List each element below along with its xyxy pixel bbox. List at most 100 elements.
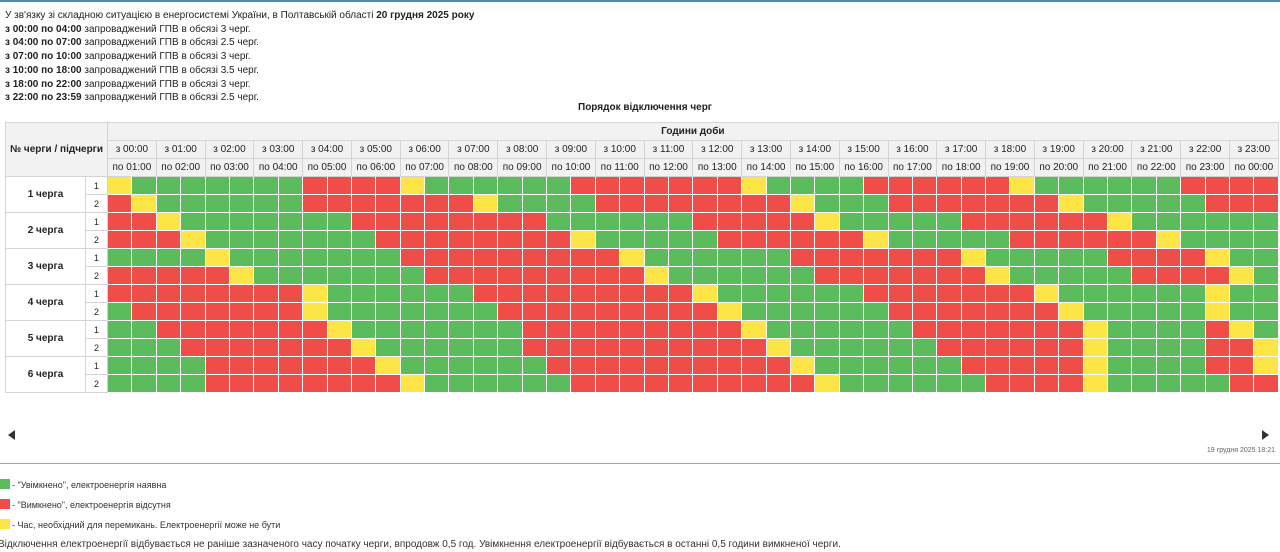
hour-to-label: по 05:00 bbox=[302, 158, 352, 177]
queue-label: 6 черга bbox=[5, 356, 86, 393]
power-on-cell bbox=[204, 194, 230, 213]
schedule-text: запроваджений ГПВ в обсязі 3.5 черг. bbox=[81, 64, 259, 76]
schedule-line: з 07:00 по 10:00 запроваджений ГПВ в обс… bbox=[5, 50, 474, 64]
switching-cell bbox=[1082, 320, 1109, 339]
power-on-cell bbox=[838, 374, 865, 393]
hour-to-label: по 14:00 bbox=[741, 158, 791, 177]
hour-to-label: по 21:00 bbox=[1082, 158, 1133, 177]
power-off-cell bbox=[228, 374, 255, 393]
power-off-cell bbox=[546, 284, 572, 303]
queue-label: 4 черга bbox=[5, 284, 86, 321]
power-on-cell bbox=[1253, 302, 1279, 321]
power-off-cell bbox=[448, 212, 474, 231]
power-off-cell bbox=[887, 284, 913, 303]
power-on-cell bbox=[936, 212, 962, 231]
power-off-cell bbox=[1033, 320, 1060, 339]
power-on-cell bbox=[789, 266, 816, 285]
power-on-cell bbox=[448, 176, 474, 195]
subqueue-row: 4 черга 1 bbox=[5, 284, 1279, 321]
power-on-cell bbox=[789, 302, 816, 321]
header-row: № черги / підчерги Години доби bbox=[5, 122, 1279, 177]
footnote: Відключення електроенергії відбувається … bbox=[0, 539, 841, 550]
power-on-cell bbox=[375, 248, 401, 267]
power-on-cell bbox=[765, 266, 791, 285]
queue-label: 5 черга bbox=[5, 320, 86, 357]
power-off-cell bbox=[546, 230, 572, 249]
switching-cell bbox=[155, 212, 182, 231]
power-off-cell bbox=[1033, 230, 1060, 249]
power-on-cell bbox=[814, 176, 840, 195]
power-on-cell bbox=[302, 212, 328, 231]
power-off-cell bbox=[277, 374, 304, 393]
subqueue-row: 2 bbox=[6, 266, 1279, 285]
switching-cell bbox=[326, 320, 352, 339]
power-on-cell bbox=[1058, 266, 1084, 285]
power-on-cell bbox=[619, 230, 645, 249]
power-off-cell bbox=[302, 194, 328, 213]
power-on-cell bbox=[106, 374, 133, 393]
power-on-cell bbox=[1107, 338, 1133, 357]
power-off-cell bbox=[570, 374, 596, 393]
power-on-cell bbox=[692, 230, 718, 249]
power-on-cell bbox=[936, 230, 962, 249]
hour-to-label: по 01:00 bbox=[107, 158, 157, 177]
power-off-cell bbox=[814, 230, 840, 249]
power-on-cell bbox=[1228, 248, 1255, 267]
scroll-left-icon[interactable] bbox=[8, 430, 15, 440]
power-off-cell bbox=[594, 248, 621, 267]
power-on-cell bbox=[1107, 194, 1133, 213]
power-on-cell bbox=[1155, 356, 1182, 375]
power-off-cell bbox=[302, 320, 328, 339]
subqueue-row: 3 черга 1 bbox=[5, 248, 1279, 285]
power-on-cell bbox=[1180, 356, 1206, 375]
power-on-cell bbox=[1131, 356, 1157, 375]
power-on-cell bbox=[497, 356, 523, 375]
schedule-line: з 00:00 по 04:00 запроваджений ГПВ в обс… bbox=[5, 23, 474, 37]
subqueue-label: 2 bbox=[85, 374, 108, 393]
power-off-cell bbox=[1009, 356, 1035, 375]
power-off-cell bbox=[1033, 212, 1060, 231]
power-off-cell bbox=[1204, 338, 1230, 357]
power-on-cell bbox=[180, 356, 206, 375]
schedule-time: з 22:00 по 23:59 bbox=[5, 92, 82, 104]
power-on-cell bbox=[131, 374, 157, 393]
power-on-cell bbox=[228, 194, 255, 213]
power-on-cell bbox=[960, 374, 987, 393]
power-off-cell bbox=[814, 248, 840, 267]
hour-to-label: по 09:00 bbox=[497, 158, 548, 177]
power-off-cell bbox=[546, 356, 572, 375]
switching-cell bbox=[1155, 230, 1182, 249]
power-off-cell bbox=[594, 356, 621, 375]
power-off-cell bbox=[546, 338, 572, 357]
hour-from-label: з 03:00 bbox=[253, 140, 304, 159]
power-off-cell bbox=[155, 230, 182, 249]
switching-cell bbox=[789, 194, 816, 213]
power-on-cell bbox=[448, 356, 474, 375]
power-on-cell bbox=[1107, 320, 1133, 339]
power-off-cell bbox=[643, 338, 669, 357]
power-on-cell bbox=[1131, 176, 1157, 195]
power-off-cell bbox=[228, 320, 255, 339]
power-on-cell bbox=[350, 284, 377, 303]
power-off-cell bbox=[741, 338, 767, 357]
power-off-cell bbox=[302, 356, 328, 375]
power-off-cell bbox=[277, 320, 304, 339]
power-on-cell bbox=[863, 212, 889, 231]
subqueue-row: 2 bbox=[6, 194, 1279, 213]
power-off-cell bbox=[619, 374, 645, 393]
scroll-right-icon[interactable] bbox=[1262, 430, 1269, 440]
power-on-cell bbox=[667, 212, 694, 231]
power-off-cell bbox=[643, 374, 669, 393]
power-off-cell bbox=[643, 302, 669, 321]
power-on-cell bbox=[155, 194, 182, 213]
switching-cell bbox=[814, 212, 840, 231]
subqueue-row: 6 черга 1 bbox=[5, 356, 1279, 393]
power-off-cell bbox=[594, 176, 621, 195]
power-on-cell bbox=[106, 338, 133, 357]
power-off-cell bbox=[887, 302, 913, 321]
power-on-cell bbox=[1033, 176, 1060, 195]
power-on-cell bbox=[643, 230, 669, 249]
power-off-cell bbox=[692, 356, 718, 375]
power-on-cell bbox=[814, 302, 840, 321]
power-off-cell bbox=[570, 266, 596, 285]
